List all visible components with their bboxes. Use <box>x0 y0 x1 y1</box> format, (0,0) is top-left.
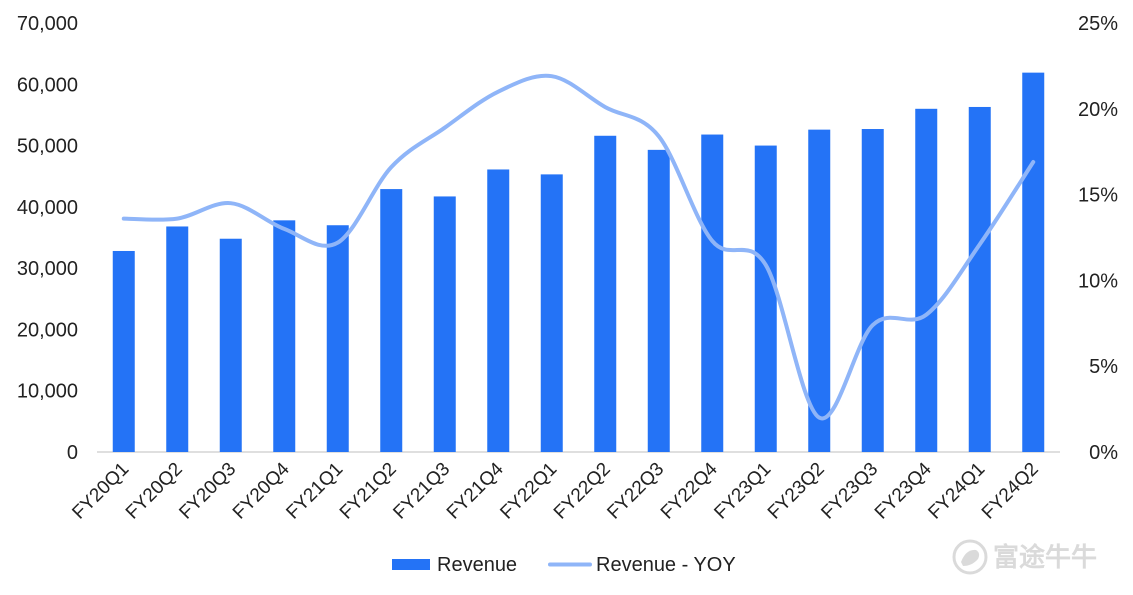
left-tick-label: 30,000 <box>17 258 78 280</box>
revenue-bar <box>647 149 670 453</box>
left-tick-label: 40,000 <box>17 197 78 219</box>
revenue-bar <box>968 106 991 453</box>
watermark: 富途牛牛 <box>952 539 1097 575</box>
legend-revenue-label: Revenue <box>437 554 517 576</box>
right-tick-label: 5% <box>1089 356 1118 378</box>
left-tick-label: 0 <box>67 442 78 464</box>
category-label: FY23Q4 <box>871 458 936 523</box>
category-label: FY22Q3 <box>603 459 668 524</box>
revenue-bar <box>487 169 510 452</box>
category-labels: FY20Q1FY20Q2FY20Q3FY20Q4FY21Q1FY21Q2FY21… <box>68 458 1042 523</box>
revenue-bar <box>915 108 938 453</box>
category-label: FY20Q3 <box>175 459 240 524</box>
left-tick-label: 20,000 <box>17 319 78 341</box>
revenue-bar <box>112 250 135 452</box>
legend: Revenue Revenue - YOY <box>392 554 736 576</box>
watermark-text: 富途牛牛 <box>993 542 1097 573</box>
category-label: FY23Q2 <box>764 459 829 524</box>
right-tick-label: 0% <box>1089 442 1118 464</box>
category-label: FY20Q4 <box>229 458 294 523</box>
category-label: FY24Q2 <box>978 459 1043 524</box>
revenue-bar <box>273 220 296 452</box>
revenue-bar <box>166 226 189 452</box>
revenue-yoy-line <box>121 73 1036 421</box>
revenue-bar <box>1022 72 1045 452</box>
category-label: FY22Q1 <box>496 459 561 524</box>
revenue-bar <box>380 189 403 452</box>
legend-revenue-swatch <box>392 559 430 570</box>
category-label: FY21Q2 <box>336 459 401 524</box>
legend-yoy-label: Revenue - YOY <box>596 554 736 576</box>
right-tick-label: 10% <box>1078 270 1118 292</box>
revenue-bar <box>540 174 563 452</box>
revenue-bar <box>433 196 456 452</box>
category-label: FY23Q1 <box>710 459 775 524</box>
category-label: FY21Q3 <box>389 459 454 524</box>
category-label: FY21Q4 <box>443 458 508 523</box>
revenue-bar <box>701 134 724 453</box>
left-tick-label: 70,000 <box>17 13 78 35</box>
revenue-bar <box>219 238 242 452</box>
left-tick-label: 50,000 <box>17 136 78 158</box>
futu-logo-icon <box>952 539 988 575</box>
category-label: FY20Q2 <box>122 459 187 524</box>
revenue-bar <box>861 129 884 452</box>
revenue-bar <box>594 135 617 452</box>
category-label: FY22Q2 <box>550 459 615 524</box>
category-label: FY24Q1 <box>924 459 989 524</box>
category-label: FY23Q3 <box>817 459 882 524</box>
left-tick-label: 10,000 <box>17 381 78 403</box>
right-axis-ticks: 0% 5% 10% 15% 20% 25% <box>1078 13 1118 464</box>
revenue-bar <box>754 145 777 452</box>
right-tick-label: 25% <box>1078 13 1118 35</box>
revenue-bar <box>326 225 349 452</box>
left-tick-label: 60,000 <box>17 74 78 96</box>
category-label: FY22Q4 <box>657 458 722 523</box>
category-label: FY21Q1 <box>282 459 347 524</box>
left-axis-ticks: 0 10,000 20,000 30,000 40,000 50,000 60,000 70,… <box>17 13 78 464</box>
revenue-bars <box>112 72 1045 453</box>
revenue-bar <box>808 129 831 452</box>
category-label: FY20Q1 <box>68 459 133 524</box>
right-tick-label: 20% <box>1078 99 1118 121</box>
right-tick-label: 15% <box>1078 185 1118 207</box>
